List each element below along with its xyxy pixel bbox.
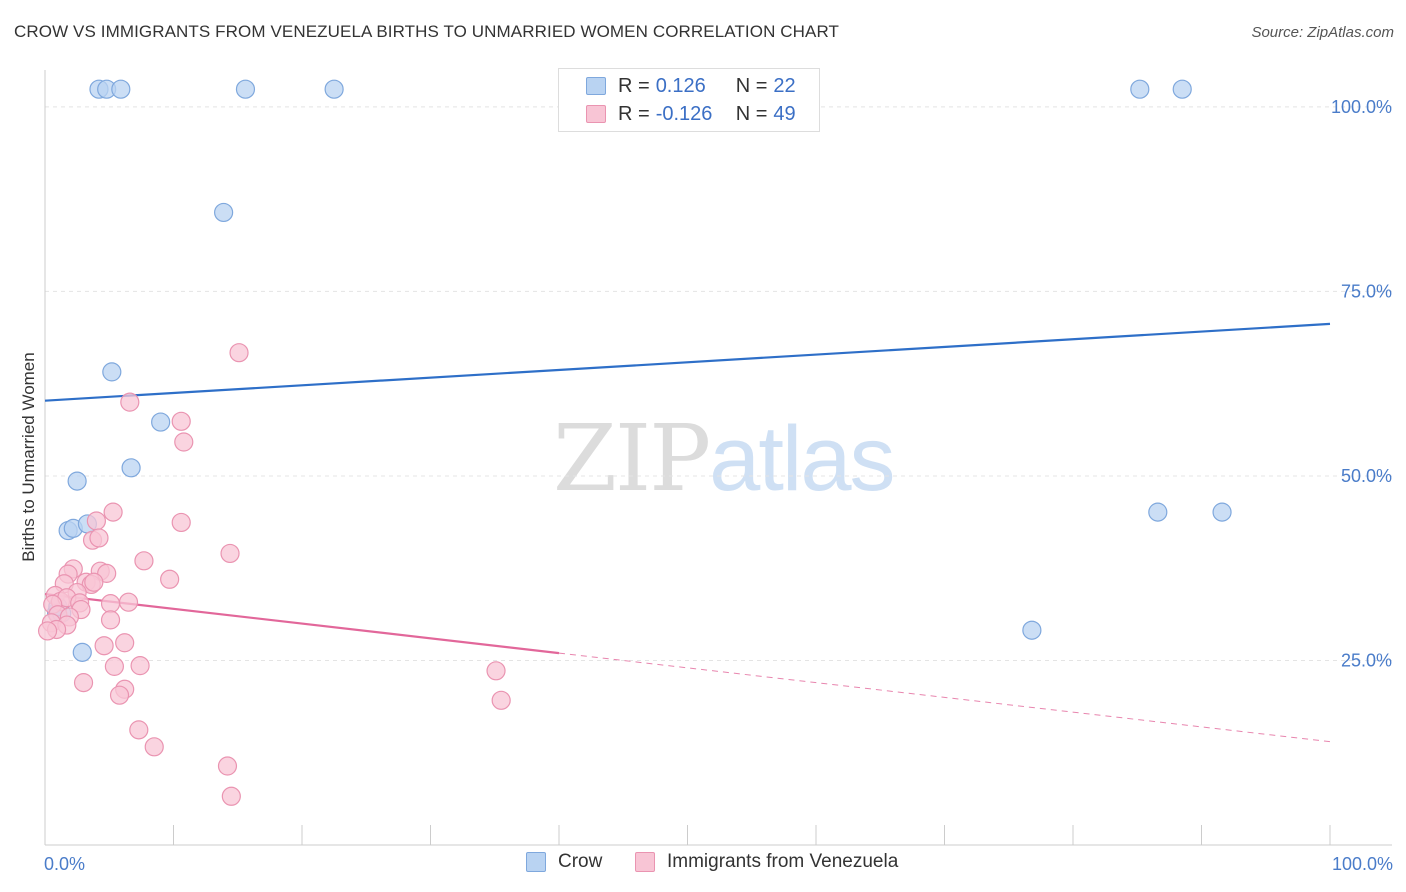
watermark-atlas: atlas — [709, 408, 895, 510]
data-point-crow — [324, 79, 344, 99]
data-point-venezuela — [84, 572, 104, 592]
data-point-venezuela — [221, 786, 241, 806]
y-tick-label: 100.0% — [1331, 97, 1392, 117]
data-point-crow — [72, 642, 92, 662]
legend-row-venezuela: R = -0.126 N = 49 — [559, 100, 796, 128]
y-axis-title: Births to Unmarried Women — [19, 352, 38, 561]
legend-swatch-venezuela — [586, 105, 606, 123]
data-point-venezuela — [134, 551, 154, 571]
chart-source: Source: ZipAtlas.com — [1251, 24, 1394, 41]
data-point-crow — [1022, 620, 1042, 640]
legend-r-key: R = — [618, 74, 650, 97]
legend-n-key: N = — [735, 74, 768, 97]
chart-title: CROW VS IMMIGRANTS FROM VENEZUELA BIRTHS… — [14, 22, 840, 41]
legend-r-key: R = — [618, 102, 650, 125]
data-point-venezuela — [115, 633, 135, 653]
data-point-venezuela — [171, 512, 191, 533]
legend-swatch-crow — [586, 77, 606, 95]
data-point-crow — [1212, 502, 1232, 522]
series-legend-venezuela: Immigrants from Venezuela — [635, 851, 898, 873]
x-tick-label: 100.0% — [1332, 854, 1393, 874]
data-point-venezuela — [103, 502, 123, 522]
data-points — [37, 79, 1232, 806]
legend-r-value: 0.126 — [655, 74, 706, 97]
data-point-venezuela — [104, 656, 124, 676]
watermark-zip: ZIP — [553, 405, 711, 512]
series-swatch-venezuela — [635, 852, 655, 872]
data-point-venezuela — [174, 432, 194, 452]
trend-lines — [44, 322, 1331, 743]
trend-line-extension-venezuela — [558, 652, 1331, 743]
y-tick-label: 50.0% — [1341, 466, 1392, 486]
data-point-crow — [121, 458, 141, 478]
data-point-crow — [67, 471, 87, 491]
x-tick-label: 0.0% — [44, 854, 85, 874]
data-point-crow — [1130, 79, 1150, 99]
data-point-venezuela — [73, 673, 94, 693]
legend-n-value: 22 — [773, 74, 796, 97]
data-point-venezuela — [100, 610, 121, 630]
data-point-venezuela — [109, 685, 130, 705]
data-point-venezuela — [171, 411, 191, 431]
data-point-venezuela — [37, 621, 58, 641]
data-point-venezuela — [144, 737, 164, 757]
data-point-venezuela — [130, 656, 150, 676]
y-tick-label: 25.0% — [1341, 650, 1392, 670]
series-label-venezuela: Immigrants from Venezuela — [667, 851, 899, 872]
data-point-venezuela — [160, 569, 180, 589]
data-point-crow — [214, 202, 234, 223]
series-label-crow: Crow — [558, 851, 603, 872]
correlation-legend: R = 0.126 N = 22 R = -0.126 N = 49 — [558, 68, 820, 132]
data-point-venezuela — [486, 661, 506, 681]
legend-n-value: 49 — [773, 102, 796, 125]
data-point-crow — [102, 362, 122, 382]
data-point-crow — [235, 79, 256, 99]
legend-row-crow: R = 0.126 N = 22 — [559, 72, 796, 100]
tick-labels: 25.0% 50.0% 75.0% 100.0% 0.0% 100.0% — [44, 97, 1393, 874]
data-point-venezuela — [94, 636, 114, 656]
data-point-venezuela — [220, 543, 240, 564]
data-point-venezuela — [118, 592, 139, 612]
data-point-venezuela — [129, 720, 149, 740]
data-point-venezuela — [120, 392, 140, 412]
series-swatch-crow — [526, 852, 546, 872]
grid-lines — [45, 106, 1392, 661]
data-point-venezuela — [100, 594, 121, 614]
data-point-crow — [111, 79, 131, 99]
legend-r-value: -0.126 — [655, 102, 713, 125]
data-point-venezuela — [86, 511, 107, 531]
data-point-crow — [1172, 79, 1192, 99]
data-point-venezuela — [89, 528, 109, 548]
trend-line-crow — [44, 322, 1331, 402]
data-point-venezuela — [491, 690, 511, 710]
data-point-crow — [1148, 502, 1168, 522]
axes — [44, 70, 1392, 846]
watermark: ZIPatlas — [553, 405, 896, 512]
data-point-crow — [151, 412, 171, 432]
series-legend-crow: Crow — [526, 851, 602, 873]
y-tick-label: 75.0% — [1341, 281, 1392, 301]
series-legend: Crow Immigrants from Venezuela — [0, 851, 1406, 879]
legend-n-key: N = — [735, 102, 768, 125]
data-point-venezuela — [229, 343, 249, 363]
data-point-venezuela — [217, 756, 238, 776]
